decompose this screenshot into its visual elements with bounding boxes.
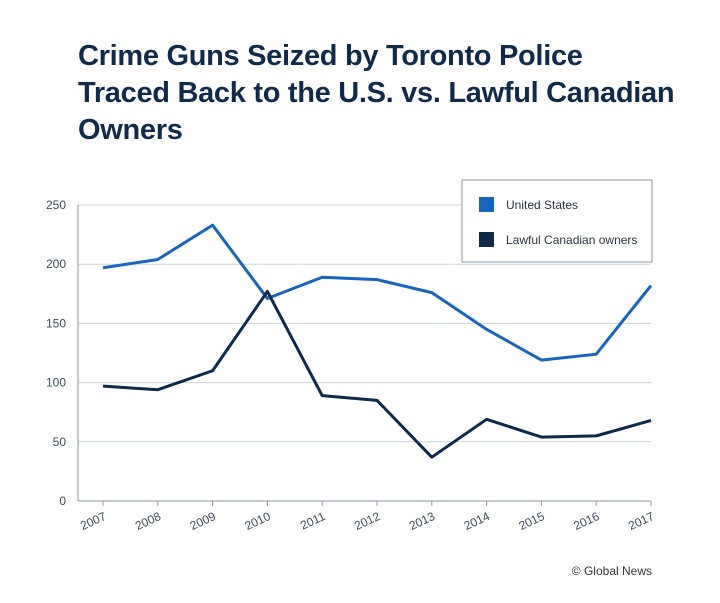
x-tick-label: 2015 bbox=[517, 509, 547, 533]
legend-label: United States bbox=[506, 198, 578, 212]
y-tick-label: 100 bbox=[46, 376, 66, 390]
x-tick-label: 2011 bbox=[298, 509, 328, 533]
legend-box bbox=[461, 179, 653, 263]
y-tick-label: 150 bbox=[46, 316, 66, 330]
legend-swatch bbox=[479, 197, 494, 212]
series-line-canada bbox=[102, 289, 652, 459]
x-tick-label: 2010 bbox=[243, 509, 273, 533]
y-tick-label: 50 bbox=[53, 435, 67, 449]
source-credit: © Global News bbox=[571, 564, 652, 578]
y-tick-label: 0 bbox=[59, 494, 66, 508]
x-tick-label: 2017 bbox=[626, 509, 656, 533]
x-tick-label: 2008 bbox=[133, 509, 163, 533]
x-tick-label: 2013 bbox=[407, 509, 437, 533]
x-tick-label: 2016 bbox=[571, 509, 601, 533]
legend-label: Lawful Canadian owners bbox=[506, 233, 637, 247]
legend-swatch bbox=[479, 232, 494, 247]
chart-title: Crime Guns Seized by Toronto Police Trac… bbox=[78, 40, 675, 146]
y-tick-label: 200 bbox=[46, 257, 66, 271]
x-tick-label: 2012 bbox=[352, 509, 382, 533]
x-tick-label: 2007 bbox=[78, 509, 108, 533]
x-tick-label: 2009 bbox=[188, 509, 218, 533]
y-tick-label: 250 bbox=[46, 198, 66, 212]
x-tick-label: 2014 bbox=[462, 509, 492, 533]
